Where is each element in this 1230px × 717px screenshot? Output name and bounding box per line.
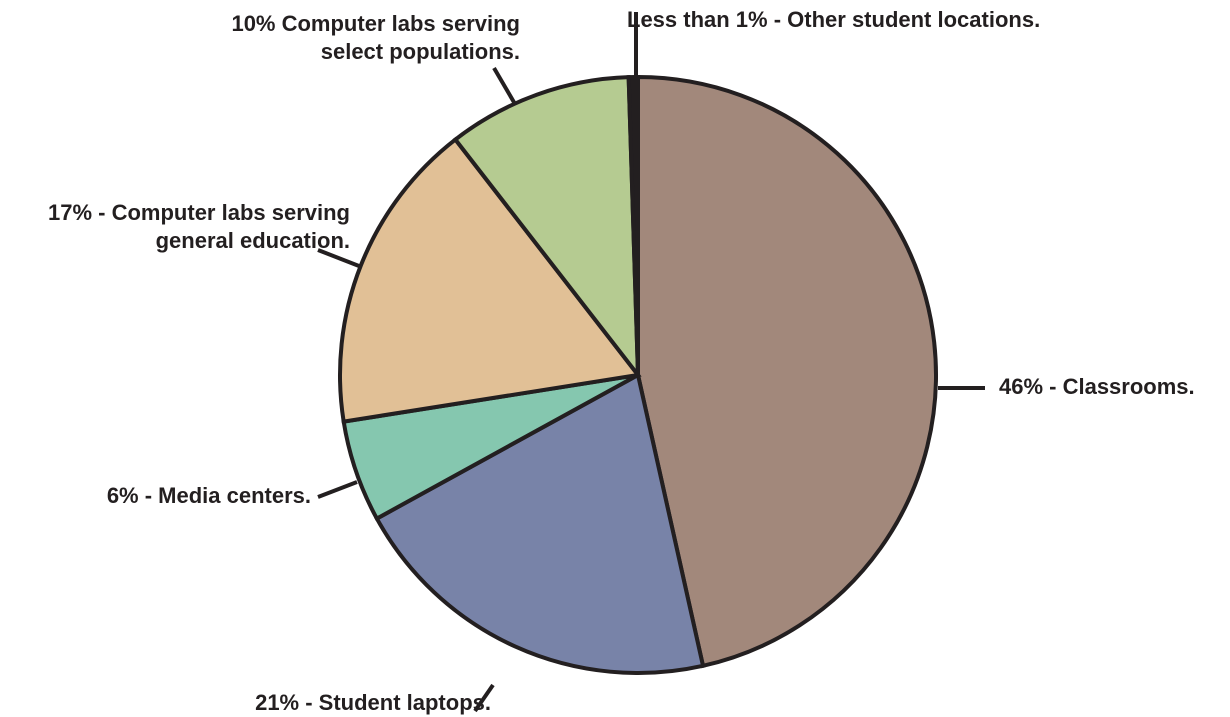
- leader-line-2: [473, 683, 495, 713]
- slice-label-line: 10% Computer labs serving: [231, 11, 520, 36]
- pie-slice-1: [636, 74, 938, 669]
- pie-slice-4: [338, 136, 642, 424]
- slice-label-line: 21% - Student laptops.: [255, 690, 491, 715]
- slice-labels: 46% - Classrooms. 21% - Student laptops. 6…: [48, 7, 1195, 715]
- label-leader-lines: [317, 12, 985, 713]
- slice-label-4: 17% - Computer labs serving general educa…: [48, 200, 350, 253]
- slice-label-line: Less than 1% - Other student locations.: [627, 7, 1040, 32]
- slice-label-line: 6% - Media centers.: [107, 483, 311, 508]
- leader-line-4: [317, 248, 360, 268]
- slice-label-line: 46% - Classrooms.: [999, 374, 1195, 399]
- slice-label-6: Less than 1% - Other student locations.: [627, 7, 1040, 32]
- pie-slice-5: [452, 75, 641, 382]
- slice-label-3: 6% - Media centers.: [107, 483, 311, 508]
- slice-label-1: 46% - Classrooms.: [999, 374, 1195, 399]
- leader-line-5: [492, 66, 517, 106]
- slice-label-line: select populations.: [321, 39, 520, 64]
- leader-line-3: [317, 480, 358, 499]
- slice-label-5: 10% Computer labs serving select populati…: [231, 11, 520, 64]
- pie-slice-2: [374, 371, 706, 675]
- pie-slices: [338, 74, 938, 675]
- slice-label-line: general education.: [156, 228, 350, 253]
- slice-label-2: 21% - Student laptops.: [255, 690, 491, 715]
- slice-label-line: 17% - Computer labs serving: [48, 200, 350, 225]
